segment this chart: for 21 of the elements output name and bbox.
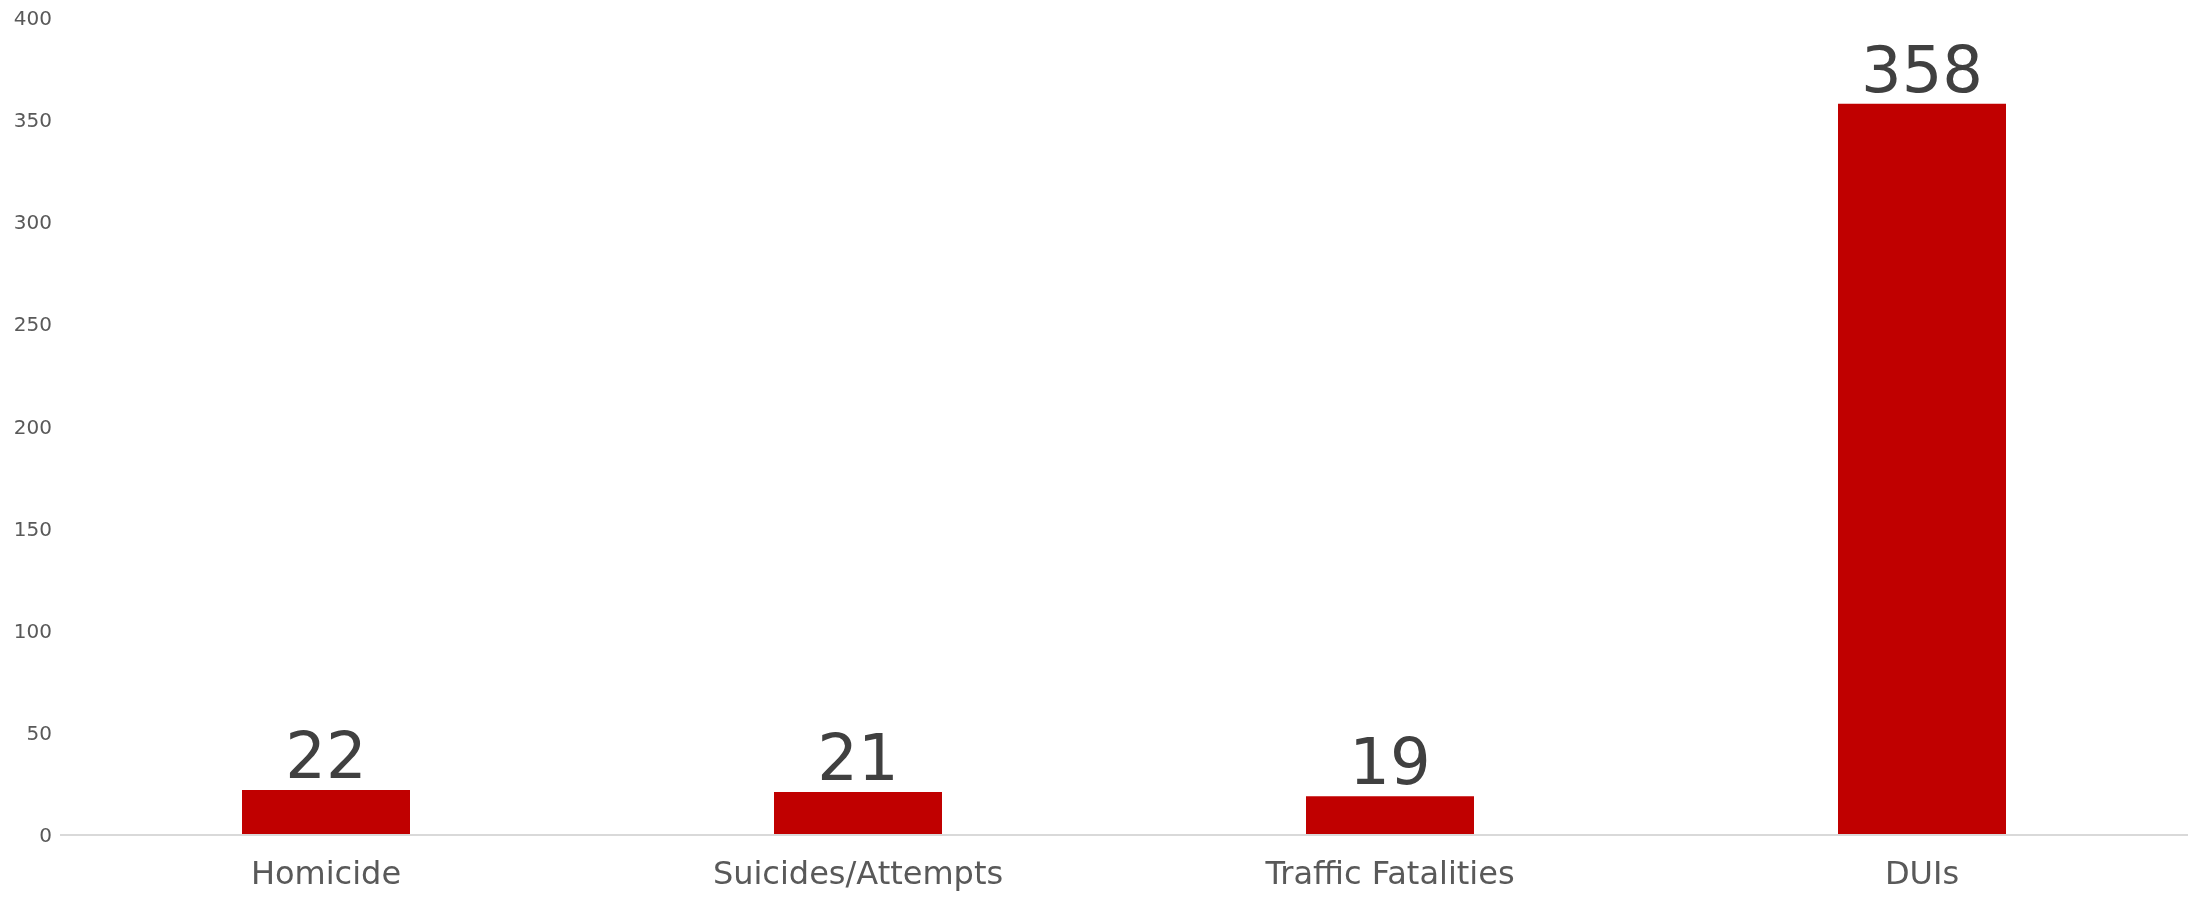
y-tick-label: 400: [13, 6, 52, 31]
bar: [1838, 103, 2006, 835]
y-tick-label: 200: [13, 414, 52, 439]
bar: [242, 790, 410, 835]
x-tick-label: DUIs: [1884, 853, 1960, 892]
y-tick-label: 0: [39, 823, 52, 848]
bar: [774, 792, 942, 835]
y-tick-label: 300: [13, 210, 52, 235]
data-label: 358: [1860, 32, 1984, 107]
y-tick-label: 250: [13, 312, 52, 337]
data-label: 19: [1349, 725, 1431, 800]
data-label: 21: [817, 721, 899, 796]
bar: [1306, 796, 1474, 835]
y-tick-label: 50: [26, 720, 52, 745]
data-label: 22: [285, 719, 367, 794]
y-tick-label: 100: [13, 618, 52, 643]
y-tick-label: 150: [13, 516, 52, 541]
x-tick-label: Suicides/Attempts: [712, 853, 1004, 892]
y-tick-label: 350: [13, 108, 52, 133]
x-tick-label: Homicide: [250, 853, 402, 892]
x-tick-label: Traffic Fatalities: [1264, 853, 1515, 892]
